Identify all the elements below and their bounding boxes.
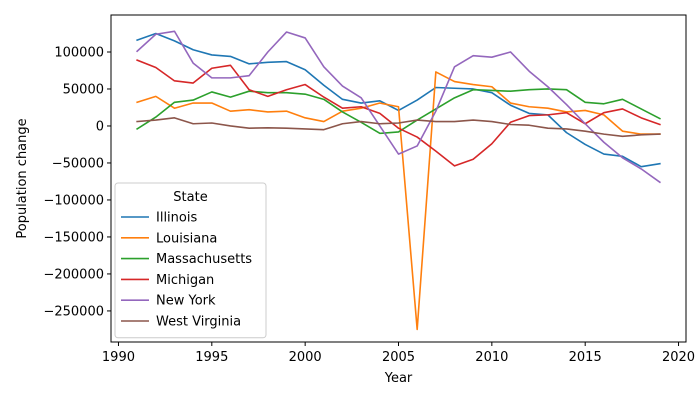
x-tick-label: 2005 xyxy=(382,350,415,365)
legend-title: State xyxy=(173,190,207,205)
x-tick-label: 1990 xyxy=(102,350,135,365)
legend-entry-label: Michigan xyxy=(156,273,214,288)
series-layer xyxy=(136,30,661,331)
series-line-massachusetts xyxy=(136,88,661,135)
legend-box xyxy=(114,182,267,339)
y-tick-label: −250000 xyxy=(43,304,104,319)
series-line-west-virginia xyxy=(136,117,661,138)
y-tick-label: 100000 xyxy=(54,45,104,60)
y-tick-label: −150000 xyxy=(43,230,104,245)
legend: State Illinois Louisiana Massachusetts Michi… xyxy=(114,182,267,339)
series-line-new-york xyxy=(136,30,661,184)
y-tick-label: −50000 xyxy=(52,156,104,171)
legend-entry-label: New York xyxy=(156,294,216,309)
y-tick-label: 50000 xyxy=(63,82,104,97)
y-axis: 100000 50000 0 −50000 −100000 −150000 −200000 −… xyxy=(43,45,111,319)
y-axis-label: Population change xyxy=(15,118,30,238)
x-axis: 1990 1995 2000 2005 2010 2015 2020 xyxy=(102,342,695,365)
x-axis-label: Year xyxy=(384,371,413,386)
y-tick-label: 0 xyxy=(96,119,104,134)
legend-entry-label: Illinois xyxy=(156,211,197,226)
y-tick-label: −100000 xyxy=(43,193,104,208)
x-tick-label: 2020 xyxy=(662,350,695,365)
x-tick-label: 2010 xyxy=(475,350,508,365)
legend-entry-label: Louisiana xyxy=(156,231,217,246)
x-tick-label: 1995 xyxy=(195,350,228,365)
series-line-michigan xyxy=(136,59,661,167)
x-tick-label: 2000 xyxy=(289,350,322,365)
legend-entry-label: West Virginia xyxy=(156,315,241,330)
x-tick-label: 2015 xyxy=(569,350,602,365)
y-tick-label: −200000 xyxy=(43,267,104,282)
legend-entry-label: Massachusetts xyxy=(156,252,252,267)
